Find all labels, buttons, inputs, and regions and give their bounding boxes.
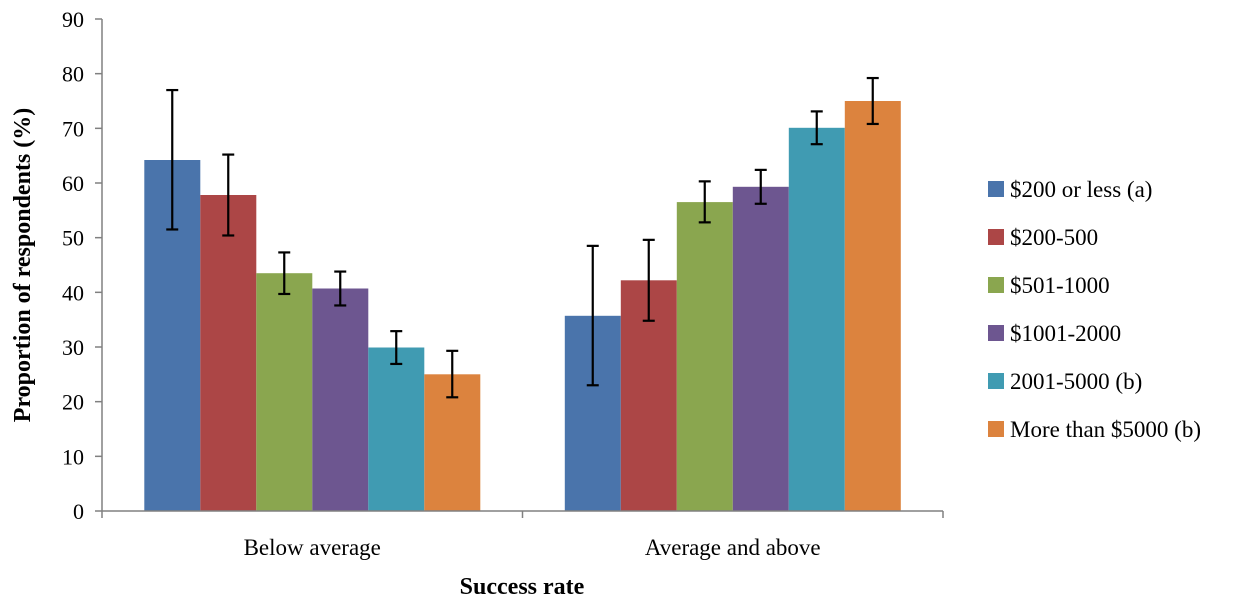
error-bar-series-5-category-2 [810,110,823,146]
legend-swatch [988,229,1004,245]
legend-item: 2001-5000 (b) [988,369,1142,394]
legend-item: $501-1000 [988,273,1110,298]
bar-series-2-category-1 [200,195,257,511]
x-category-label: Average and above [645,535,821,560]
error-bar-series-4-category-1 [334,270,347,307]
legend-label: $200-500 [1010,225,1098,250]
legend-swatch [988,373,1004,389]
legend-item: $1001-2000 [988,321,1121,346]
y-axis-title: Proportion of respondents (%) [10,108,36,422]
error-bar-series-3-category-1 [278,251,291,296]
y-tick-label: 20 [62,390,84,415]
error-bar-series-5-category-1 [390,330,403,366]
legend-item: $200-500 [988,225,1098,250]
legend-label: More than $5000 (b) [1010,417,1201,442]
error-bars-layer [166,76,879,399]
legend-label: 2001-5000 (b) [1010,369,1142,394]
y-tick-label: 50 [62,226,84,251]
y-tick-label: 30 [62,335,84,360]
bar-series-3-category-2 [676,202,733,511]
y-tick-label: 0 [73,499,84,524]
legend-swatch [988,277,1004,293]
bar-series-4-category-2 [732,186,789,512]
y-tick-label: 90 [62,7,84,32]
error-bar-series-4-category-2 [754,168,767,205]
legend-label: $501-1000 [1010,273,1110,298]
bar-series-5-category-1 [368,347,425,511]
error-bar-series-3-category-2 [698,180,711,224]
y-tick-label: 60 [62,171,84,196]
bar-series-6-category-2 [844,101,901,511]
error-bar-series-2-category-2 [642,238,655,322]
x-category-label: Below average [244,535,381,560]
legend-item: More than $5000 (b) [988,417,1201,442]
legend: $200 or less (a) $200-500 $501-1000 $1001-2… [988,177,1201,442]
axes-layer: 0 10 20 30 40 50 60 70 80 90 Below average Average … [62,7,944,560]
error-bar-series-2-category-1 [222,153,235,237]
legend-swatch [988,181,1004,197]
y-tick-label: 80 [62,62,84,87]
bars-layer [144,101,901,512]
bar-series-3-category-1 [256,273,313,511]
legend-swatch [988,421,1004,437]
error-bar-series-1-category-2 [586,244,599,387]
bar-series-4-category-1 [312,288,369,511]
legend-swatch [988,325,1004,341]
error-bar-series-6-category-2 [866,76,879,126]
y-tick-label: 40 [62,280,84,305]
y-tick-label: 10 [62,444,84,469]
error-bar-series-6-category-1 [446,349,459,399]
legend-item: $200 or less (a) [988,177,1152,202]
legend-label: $1001-2000 [1010,321,1121,346]
error-bar-series-1-category-1 [166,88,179,231]
bar-series-5-category-2 [788,127,845,512]
y-tick-label: 70 [62,116,84,141]
legend-label: $200 or less (a) [1010,177,1152,202]
x-axis-title: Success rate [460,574,585,600]
